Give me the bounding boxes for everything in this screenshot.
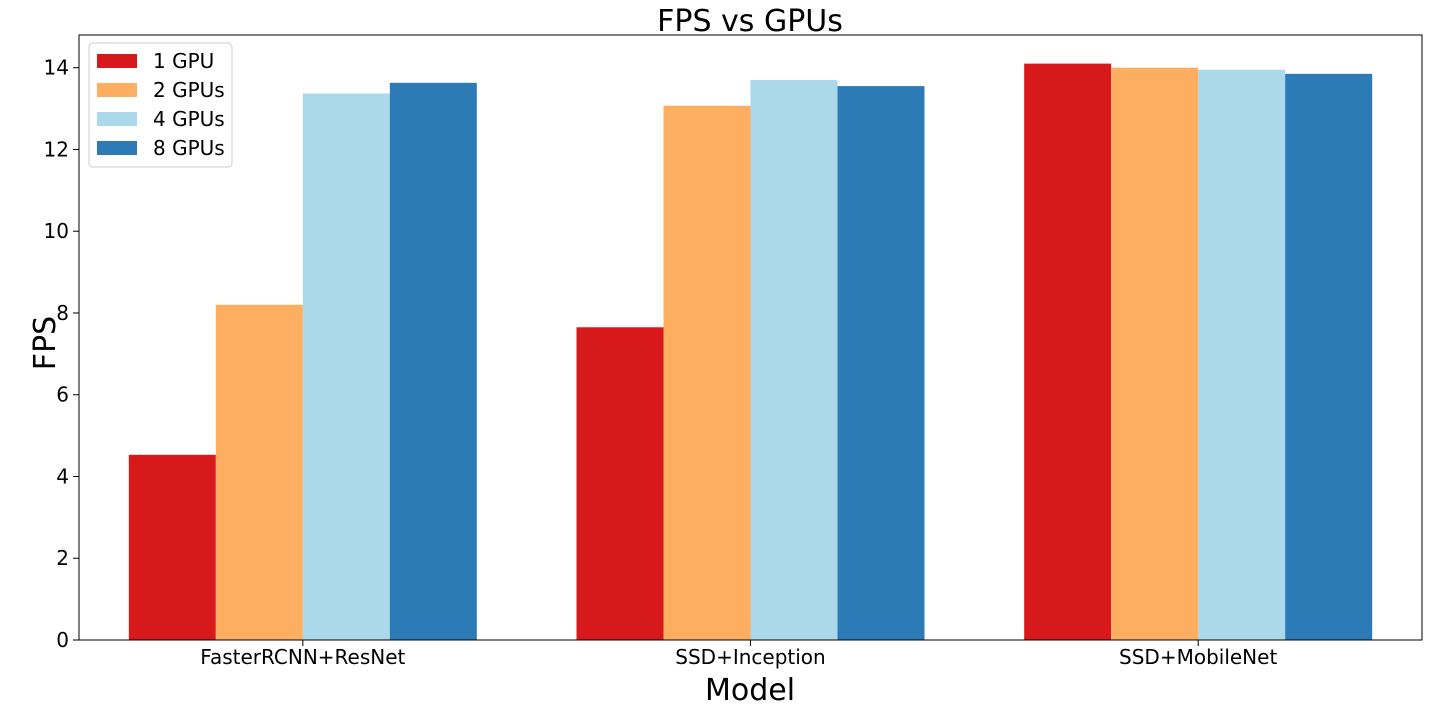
chart-title: FPS vs GPUs	[657, 4, 843, 39]
bar-ssd-inception-1-gpu	[576, 327, 664, 640]
legend: 1 GPU 2 GPUs 4 GPUs 8 GPUs	[88, 42, 233, 168]
bars-group	[128, 63, 1373, 641]
bar-fasterrcnn-resnet-4-gpus	[302, 93, 390, 640]
legend-label: 1 GPU	[153, 49, 214, 73]
y-tick-label: 6	[56, 383, 69, 407]
bar-ssd-mobilenet-4-gpus	[1198, 69, 1286, 640]
legend-swatch	[97, 83, 137, 97]
bar-ssd-mobilenet-2-gpus	[1111, 67, 1199, 640]
x-tick-label: SSD+MobileNet	[1119, 645, 1277, 669]
plot-frame	[78, 34, 1423, 641]
y-tick-label: 12	[44, 137, 69, 161]
x-axis-title: Model	[705, 673, 795, 708]
bar-fasterrcnn-resnet-8-gpus	[389, 82, 477, 640]
bar-ssd-inception-8-gpus	[837, 86, 925, 641]
legend-label: 8 GPUs	[153, 136, 225, 160]
legend-box	[88, 42, 233, 168]
y-tick-label: 0	[56, 628, 69, 652]
legend-swatch	[97, 141, 137, 155]
bar-ssd-inception-4-gpus	[750, 79, 838, 641]
y-tick-label: 14	[44, 56, 69, 80]
legend-label: 2 GPUs	[153, 78, 225, 102]
y-axis: 0 2 4 6 8 10 12 14	[44, 56, 79, 652]
bar-ssd-inception-2-gpus	[663, 105, 751, 641]
y-tick-label: 2	[56, 546, 69, 570]
x-axis: FasterRCNN+ResNet SSD+Inception SSD+Mobile…	[200, 640, 1277, 669]
bar-fasterrcnn-resnet-2-gpus	[215, 304, 303, 640]
y-tick-label: 10	[44, 219, 69, 243]
bar-ssd-mobilenet-8-gpus	[1285, 73, 1373, 640]
x-tick-label: SSD+Inception	[675, 645, 825, 669]
y-tick-label: 4	[56, 464, 69, 488]
bar-fasterrcnn-resnet-1-gpu	[128, 454, 216, 640]
y-axis-title: FPS	[28, 316, 63, 370]
x-tick-label: FasterRCNN+ResNet	[200, 645, 405, 669]
bar-ssd-mobilenet-1-gpu	[1024, 63, 1112, 641]
legend-swatch	[97, 112, 137, 126]
legend-label: 4 GPUs	[153, 107, 225, 131]
y-tick-label: 8	[56, 301, 69, 325]
legend-swatch	[97, 54, 137, 68]
